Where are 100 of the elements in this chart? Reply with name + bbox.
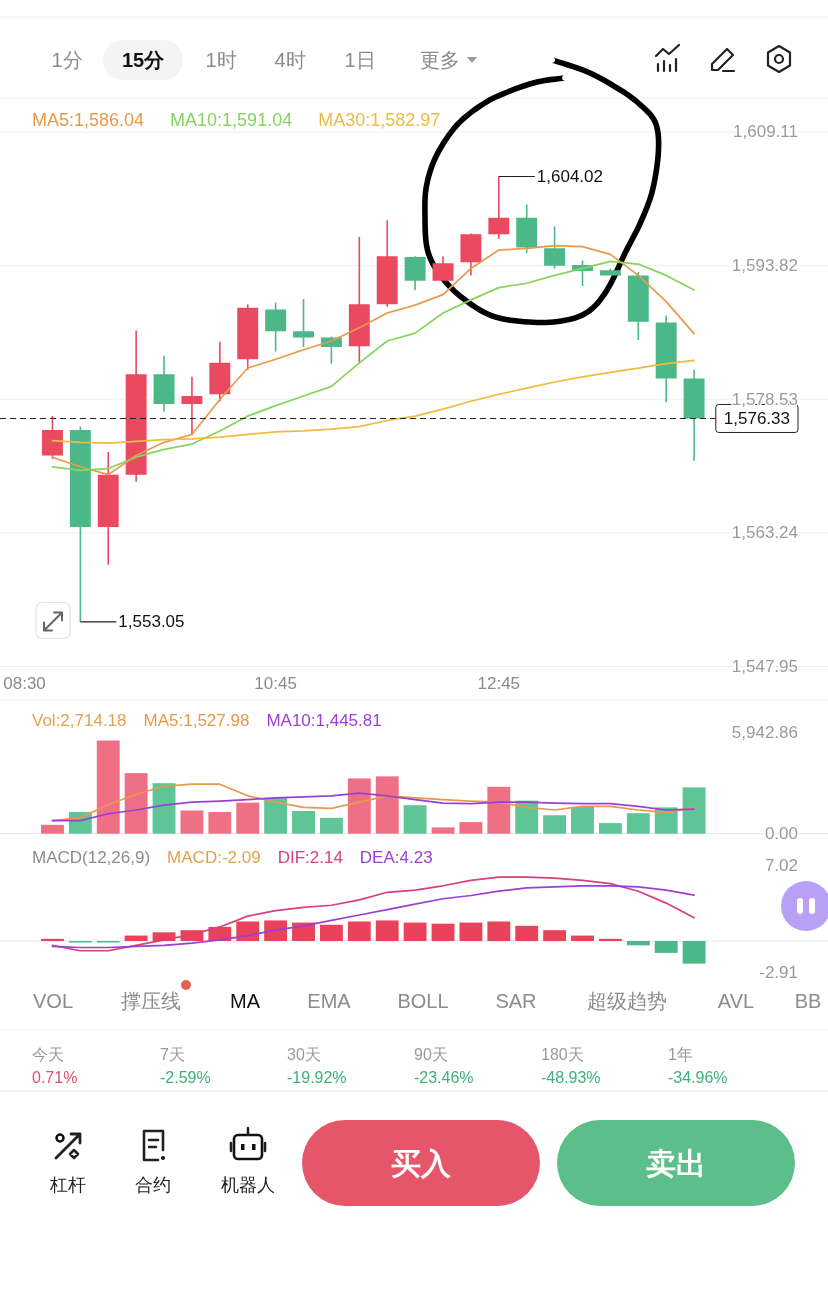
text: 0.71% [32, 1068, 78, 1086]
annotation: 1,604.02 [536, 166, 603, 186]
x-tick-label: 08:30 [3, 673, 46, 693]
text: 7天 [160, 1045, 185, 1063]
bar [487, 921, 511, 941]
text: -19.92% [287, 1068, 347, 1086]
text: 1分 [51, 49, 83, 71]
line-series [51, 783, 695, 822]
annotation: 1,553.05 [118, 612, 185, 632]
bar [626, 813, 650, 834]
bar [459, 822, 483, 834]
text: AVL [717, 990, 755, 1012]
bar [264, 797, 288, 834]
bar [571, 806, 594, 834]
text: 杠杆 [49, 1175, 86, 1195]
bar [431, 827, 455, 834]
candlestick [265, 302, 287, 352]
y-tick-label: 5,942.86 [731, 722, 798, 742]
text: -23.46% [414, 1068, 474, 1086]
candlestick [432, 256, 454, 281]
text: 机器人 [221, 1175, 275, 1195]
x-tick-label: 12:45 [477, 673, 521, 693]
bar [682, 941, 706, 964]
bar [124, 935, 148, 941]
y-tick-label: 0.00 [764, 824, 798, 844]
bar [319, 924, 343, 941]
bar [152, 783, 176, 834]
text: -34.96% [668, 1068, 728, 1086]
candlestick [404, 256, 426, 291]
bar [459, 922, 483, 941]
y-tick-label: 1,547.95 [731, 657, 798, 676]
candlestick [516, 204, 538, 253]
text: 15分 [121, 49, 166, 71]
text: BB [794, 990, 822, 1012]
text: 90天 [414, 1045, 448, 1063]
text: 超级趋势 [587, 990, 667, 1012]
candlestick [544, 226, 566, 269]
text: 更多 [420, 49, 460, 71]
bar [41, 938, 64, 941]
candlestick [209, 341, 231, 402]
text: MA [230, 990, 261, 1012]
bar [403, 805, 427, 834]
bar [543, 930, 567, 941]
bar [124, 773, 148, 834]
text: 1年 [668, 1045, 693, 1063]
bar [598, 938, 622, 941]
text: 合约 [135, 1175, 171, 1195]
line-series [51, 792, 695, 822]
y-tick-label: -2.91 [759, 963, 798, 982]
bar [515, 925, 539, 941]
bar [375, 776, 399, 834]
annotation: 1,604.02 [498, 167, 603, 186]
bar [96, 740, 120, 834]
bar [41, 824, 64, 834]
bar [543, 815, 567, 834]
text: 买入 [391, 1146, 452, 1180]
bar [654, 941, 678, 953]
text: -2.59% [160, 1068, 211, 1086]
bar [598, 823, 622, 834]
text: 撑压线 [121, 990, 181, 1012]
candlestick [153, 355, 175, 412]
subtitle: MACD:-2.09 [167, 847, 261, 867]
bar [571, 935, 594, 941]
bar [347, 778, 371, 834]
bar [264, 920, 288, 941]
text: 180天 [541, 1045, 584, 1063]
bar [236, 802, 260, 834]
y-tick-label: 1,609.11 [733, 122, 798, 142]
bar [180, 810, 204, 834]
candlestick [181, 376, 203, 436]
bar [375, 920, 399, 941]
candlestick [97, 451, 119, 565]
text: 4时 [274, 49, 306, 71]
bar [682, 787, 706, 834]
bar [626, 941, 650, 946]
text: BOLL [397, 990, 449, 1012]
text: -48.93% [541, 1068, 601, 1086]
bar [292, 811, 315, 834]
candlestick [627, 271, 649, 341]
title: MACD(12,26,9) [32, 847, 151, 867]
annotation: 1,553.05 [79, 612, 185, 632]
candlestick [237, 304, 259, 370]
title: Vol:2,714.18 [32, 710, 127, 730]
candlestick [460, 233, 482, 276]
candlestick [683, 369, 705, 461]
text: 30天 [287, 1045, 321, 1063]
candlestick [376, 220, 398, 307]
line-series [51, 359, 695, 445]
legend: MA5:1,586.04 MA10:1,591.04 MA30:1,582.97 [32, 110, 441, 130]
candlestick [655, 315, 677, 403]
text: VOL [32, 990, 74, 1012]
text: 1日 [344, 49, 376, 71]
bar [431, 923, 455, 941]
bar [319, 817, 343, 834]
y-tick-label: 7.02 [764, 855, 798, 875]
x-tick-label: 10:45 [254, 673, 297, 693]
text: EMA [307, 990, 352, 1012]
candlestick [488, 176, 510, 239]
text: 1时 [205, 49, 237, 71]
legend: MA5:1,527.98 MA10:1,445.81 [143, 710, 382, 730]
